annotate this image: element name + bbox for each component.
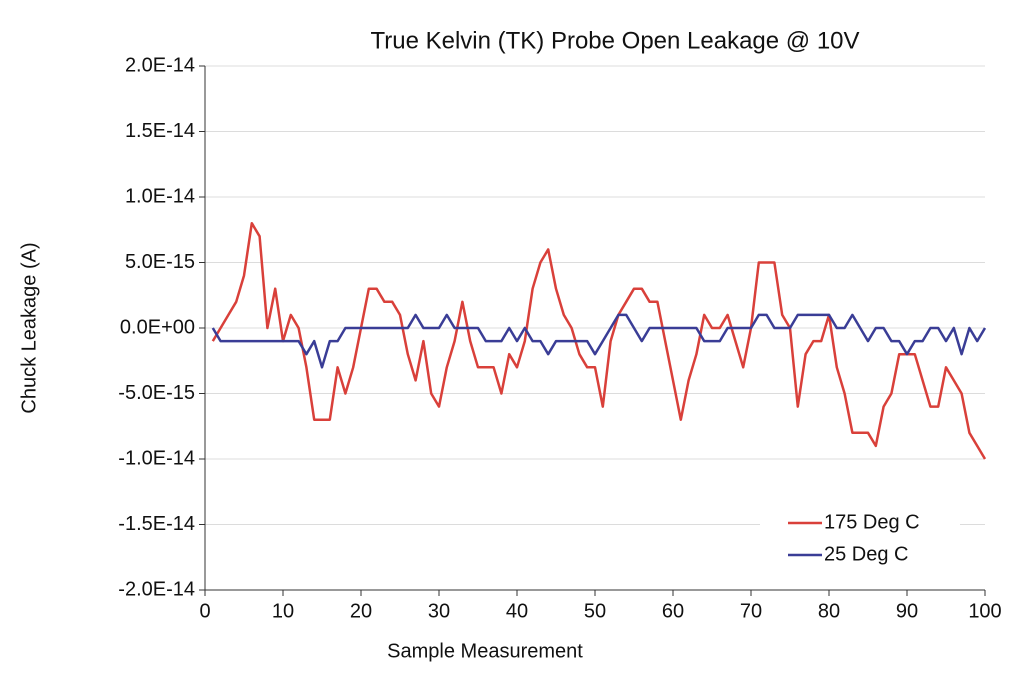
y-tick-label: 1.5E-14 — [125, 120, 195, 142]
x-axis-label: Sample Measurement — [387, 640, 583, 662]
series-line — [211, 221, 987, 460]
x-tick-label: 100 — [968, 600, 1001, 622]
y-tick-label: -5.0E-15 — [118, 382, 195, 404]
y-tick-label: 5.0E-15 — [125, 251, 195, 273]
series-line — [211, 313, 987, 369]
y-tick-label: -1.0E-14 — [118, 447, 195, 469]
x-tick-label: 60 — [662, 600, 684, 622]
chart-title: True Kelvin (TK) Probe Open Leakage @ 10… — [370, 27, 859, 54]
x-tick-label: 50 — [584, 600, 606, 622]
y-tick-label: -2.0E-14 — [118, 578, 195, 600]
x-tick-label: 80 — [818, 600, 840, 622]
y-tick-label: -1.5E-14 — [118, 513, 195, 535]
x-tick-label: 70 — [740, 600, 762, 622]
x-tick-label: 0 — [199, 600, 210, 622]
x-tick-label: 90 — [896, 600, 918, 622]
y-tick-label: 2.0E-14 — [125, 54, 195, 76]
x-tick-label: 40 — [506, 600, 528, 622]
x-tick-label: 20 — [350, 600, 372, 622]
legend-label: 25 Deg C — [824, 543, 909, 565]
legend-label: 175 Deg C — [824, 511, 920, 533]
legend-box — [760, 505, 960, 577]
y-tick-label: 1.0E-14 — [125, 185, 195, 207]
y-tick-label: 0.0E+00 — [120, 316, 195, 338]
y-axis-label: Chuck Leakage (A) — [18, 242, 40, 413]
x-tick-label: 10 — [272, 600, 294, 622]
x-tick-label: 30 — [428, 600, 450, 622]
